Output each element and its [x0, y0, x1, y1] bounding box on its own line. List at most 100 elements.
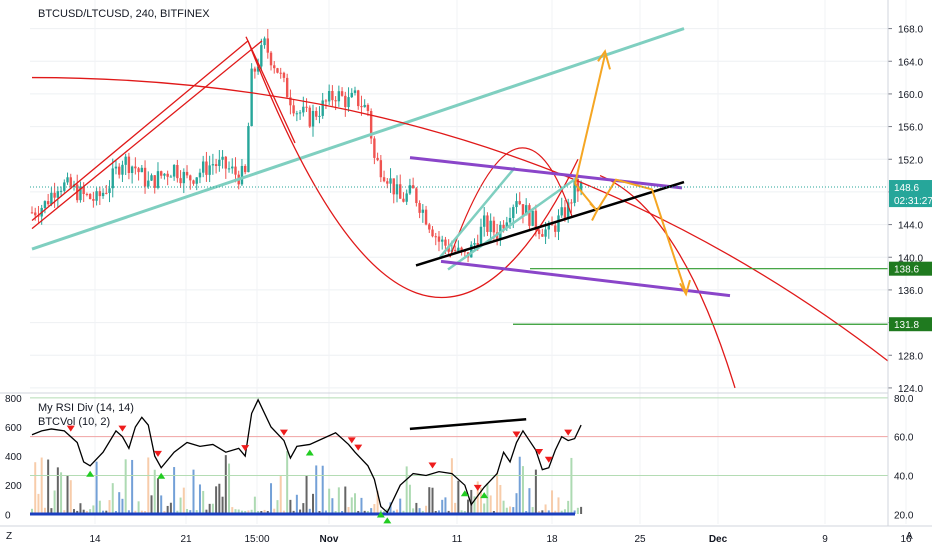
- candle-body: [505, 222, 509, 229]
- volume-indicator-label[interactable]: BTCVol (10, 2): [38, 416, 111, 428]
- candle-body: [30, 212, 34, 214]
- candle-body: [389, 178, 392, 184]
- candle-body: [376, 157, 379, 161]
- bullish-marker: [376, 511, 385, 518]
- volume-bar: [131, 459, 134, 514]
- auto-scale-button[interactable]: A: [906, 531, 913, 542]
- candle-body: [46, 201, 50, 205]
- candle-body: [476, 243, 479, 247]
- candle-body: [373, 138, 376, 158]
- volume-bar: [299, 509, 302, 514]
- orange-arrow-path: [574, 178, 687, 294]
- rsi-divergence-line: [409, 417, 527, 431]
- volume-bar: [160, 495, 163, 514]
- candle-body: [347, 97, 350, 108]
- candle-body: [554, 225, 557, 232]
- candle-body: [185, 171, 189, 176]
- price-label: 148.6: [894, 183, 919, 194]
- volume-bar: [231, 507, 234, 514]
- candle-body: [163, 173, 166, 176]
- candle-body: [402, 198, 405, 202]
- volume-bar: [344, 486, 347, 514]
- bearish-marker: [118, 425, 127, 432]
- volume-bar: [392, 510, 395, 514]
- volume-bar: [186, 509, 189, 514]
- candle-body: [492, 220, 496, 233]
- candle-body: [269, 52, 273, 66]
- candle-body: [56, 191, 60, 198]
- volume-bar: [460, 510, 463, 514]
- drawing-tools: [30, 27, 889, 389]
- volume-bar: [34, 462, 37, 514]
- candle-body: [150, 175, 153, 181]
- rsi-tick-left: 800: [5, 394, 22, 405]
- volume-bar: [486, 483, 489, 514]
- candle-body: [130, 166, 134, 173]
- rsi-indicator-label[interactable]: My RSI Div (14, 14): [38, 402, 134, 414]
- candle-body: [421, 209, 425, 213]
- candle-body: [282, 72, 286, 78]
- candle-body: [379, 160, 383, 178]
- bearish-marker: [428, 462, 437, 469]
- candle-body: [395, 184, 399, 195]
- candle-body: [331, 90, 334, 101]
- candle-body: [240, 165, 244, 185]
- volume-bar: [173, 467, 176, 514]
- rsi-tick-left: 400: [5, 452, 22, 463]
- volume-bar: [31, 508, 33, 514]
- candle-body: [537, 229, 541, 235]
- volume-bar: [153, 469, 156, 514]
- candle-body: [431, 229, 434, 237]
- candle-body: [515, 201, 518, 208]
- candle-body: [350, 92, 353, 98]
- volume-bar: [85, 510, 88, 514]
- volume-bar: [72, 509, 75, 514]
- candle-body: [172, 164, 176, 177]
- volume-bar: [476, 481, 479, 514]
- volume-bar: [376, 490, 379, 514]
- candle-body: [521, 204, 525, 216]
- tick-label-x: 21: [180, 534, 192, 545]
- candle-body: [392, 178, 395, 195]
- candle-body: [227, 168, 231, 170]
- candle-body: [243, 165, 247, 173]
- purple-channel-bottom: [440, 259, 731, 298]
- candle-body: [570, 202, 573, 204]
- rsi-tick-right: 40.0: [894, 471, 914, 482]
- tick-label-x: Dec: [709, 534, 728, 545]
- candle-body: [479, 226, 483, 247]
- candle-body: [408, 185, 412, 194]
- candle-body: [453, 249, 457, 252]
- volume-bar: [473, 496, 476, 514]
- rsi-line: [31, 398, 582, 514]
- candle-body: [434, 236, 437, 238]
- candle-body: [176, 164, 179, 179]
- candle-body: [386, 181, 389, 184]
- candle-body: [524, 205, 528, 216]
- candle-body: [201, 161, 205, 173]
- volume-bar: [118, 492, 121, 514]
- bearish-marker: [66, 425, 75, 432]
- bullish-marker: [157, 472, 166, 479]
- orange-arrow-up: [574, 54, 606, 184]
- volume-bar: [195, 510, 198, 514]
- volume-bar: [244, 510, 247, 514]
- candle-body: [544, 229, 547, 237]
- candle-body: [224, 156, 227, 169]
- volume-bar: [76, 510, 79, 514]
- bearish-marker: [564, 429, 573, 436]
- volume-bar: [360, 497, 363, 514]
- candle-body: [169, 176, 173, 178]
- candle-body: [85, 193, 89, 195]
- volume-bar: [544, 504, 547, 514]
- candle-body: [256, 66, 260, 72]
- volume-bar: [408, 484, 411, 514]
- zoom-button[interactable]: Z: [6, 531, 13, 542]
- candle-body: [285, 77, 289, 98]
- candle-body: [127, 156, 131, 173]
- candle-body: [114, 166, 118, 169]
- volume-bar: [228, 463, 231, 514]
- volume-bar: [437, 510, 440, 514]
